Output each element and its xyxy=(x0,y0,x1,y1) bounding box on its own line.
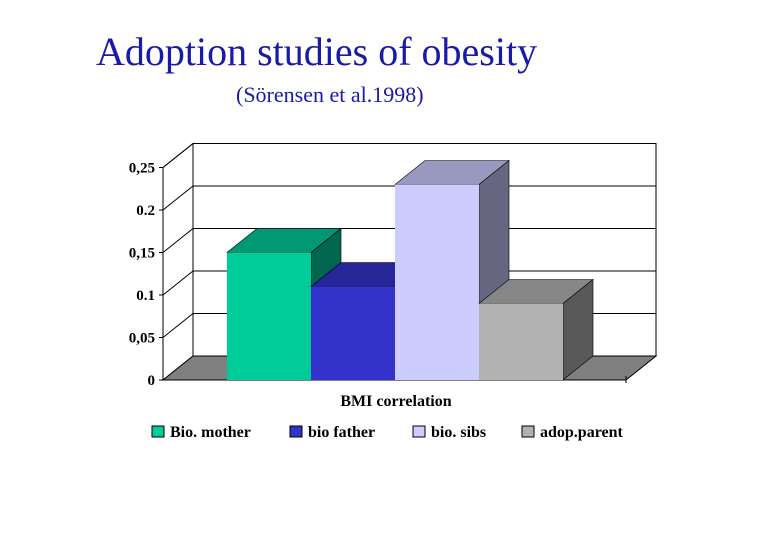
legend-swatch xyxy=(521,425,535,438)
legend-swatch xyxy=(289,425,303,438)
legend-label: adop.parent xyxy=(540,424,624,441)
legend-label: Bio. mother xyxy=(170,424,251,441)
y-tick-label: 0,25 xyxy=(129,161,155,177)
legend-swatch xyxy=(151,425,165,438)
bar-front-face xyxy=(395,184,479,380)
page-subtitle: (Sörensen et al.1998) xyxy=(236,82,424,107)
y-tick-label: 0.1 xyxy=(136,288,155,304)
gridline-side xyxy=(162,270,194,296)
y-tick-label: 0,15 xyxy=(129,246,155,262)
gridline-side xyxy=(162,185,194,211)
x-axis-label: BMI correlation xyxy=(340,393,451,410)
bar-front-face xyxy=(479,303,563,380)
plot-side-wall xyxy=(162,142,194,382)
bar-front-face xyxy=(311,286,395,380)
bar-adop-parent xyxy=(478,278,594,381)
page-title: Adoption studies of obesity xyxy=(96,29,538,74)
legend-item: bio father xyxy=(289,424,375,441)
legend-label: bio father xyxy=(308,424,375,441)
y-tick-label: 0 xyxy=(148,373,156,389)
gridline-side xyxy=(162,313,194,338)
y-tick-label: 0.2 xyxy=(136,203,155,219)
y-tick-label: 0,05 xyxy=(129,331,155,347)
legend-item: adop.parent xyxy=(521,424,624,441)
legend-swatch xyxy=(412,425,426,438)
legend-label: bio. sibs xyxy=(431,424,486,441)
gridline-side xyxy=(162,143,194,168)
legend-item: bio. sibs xyxy=(412,424,486,441)
legend-item: Bio. mother xyxy=(151,424,251,441)
bar-front-face xyxy=(227,252,311,380)
gridline-side xyxy=(162,228,194,253)
